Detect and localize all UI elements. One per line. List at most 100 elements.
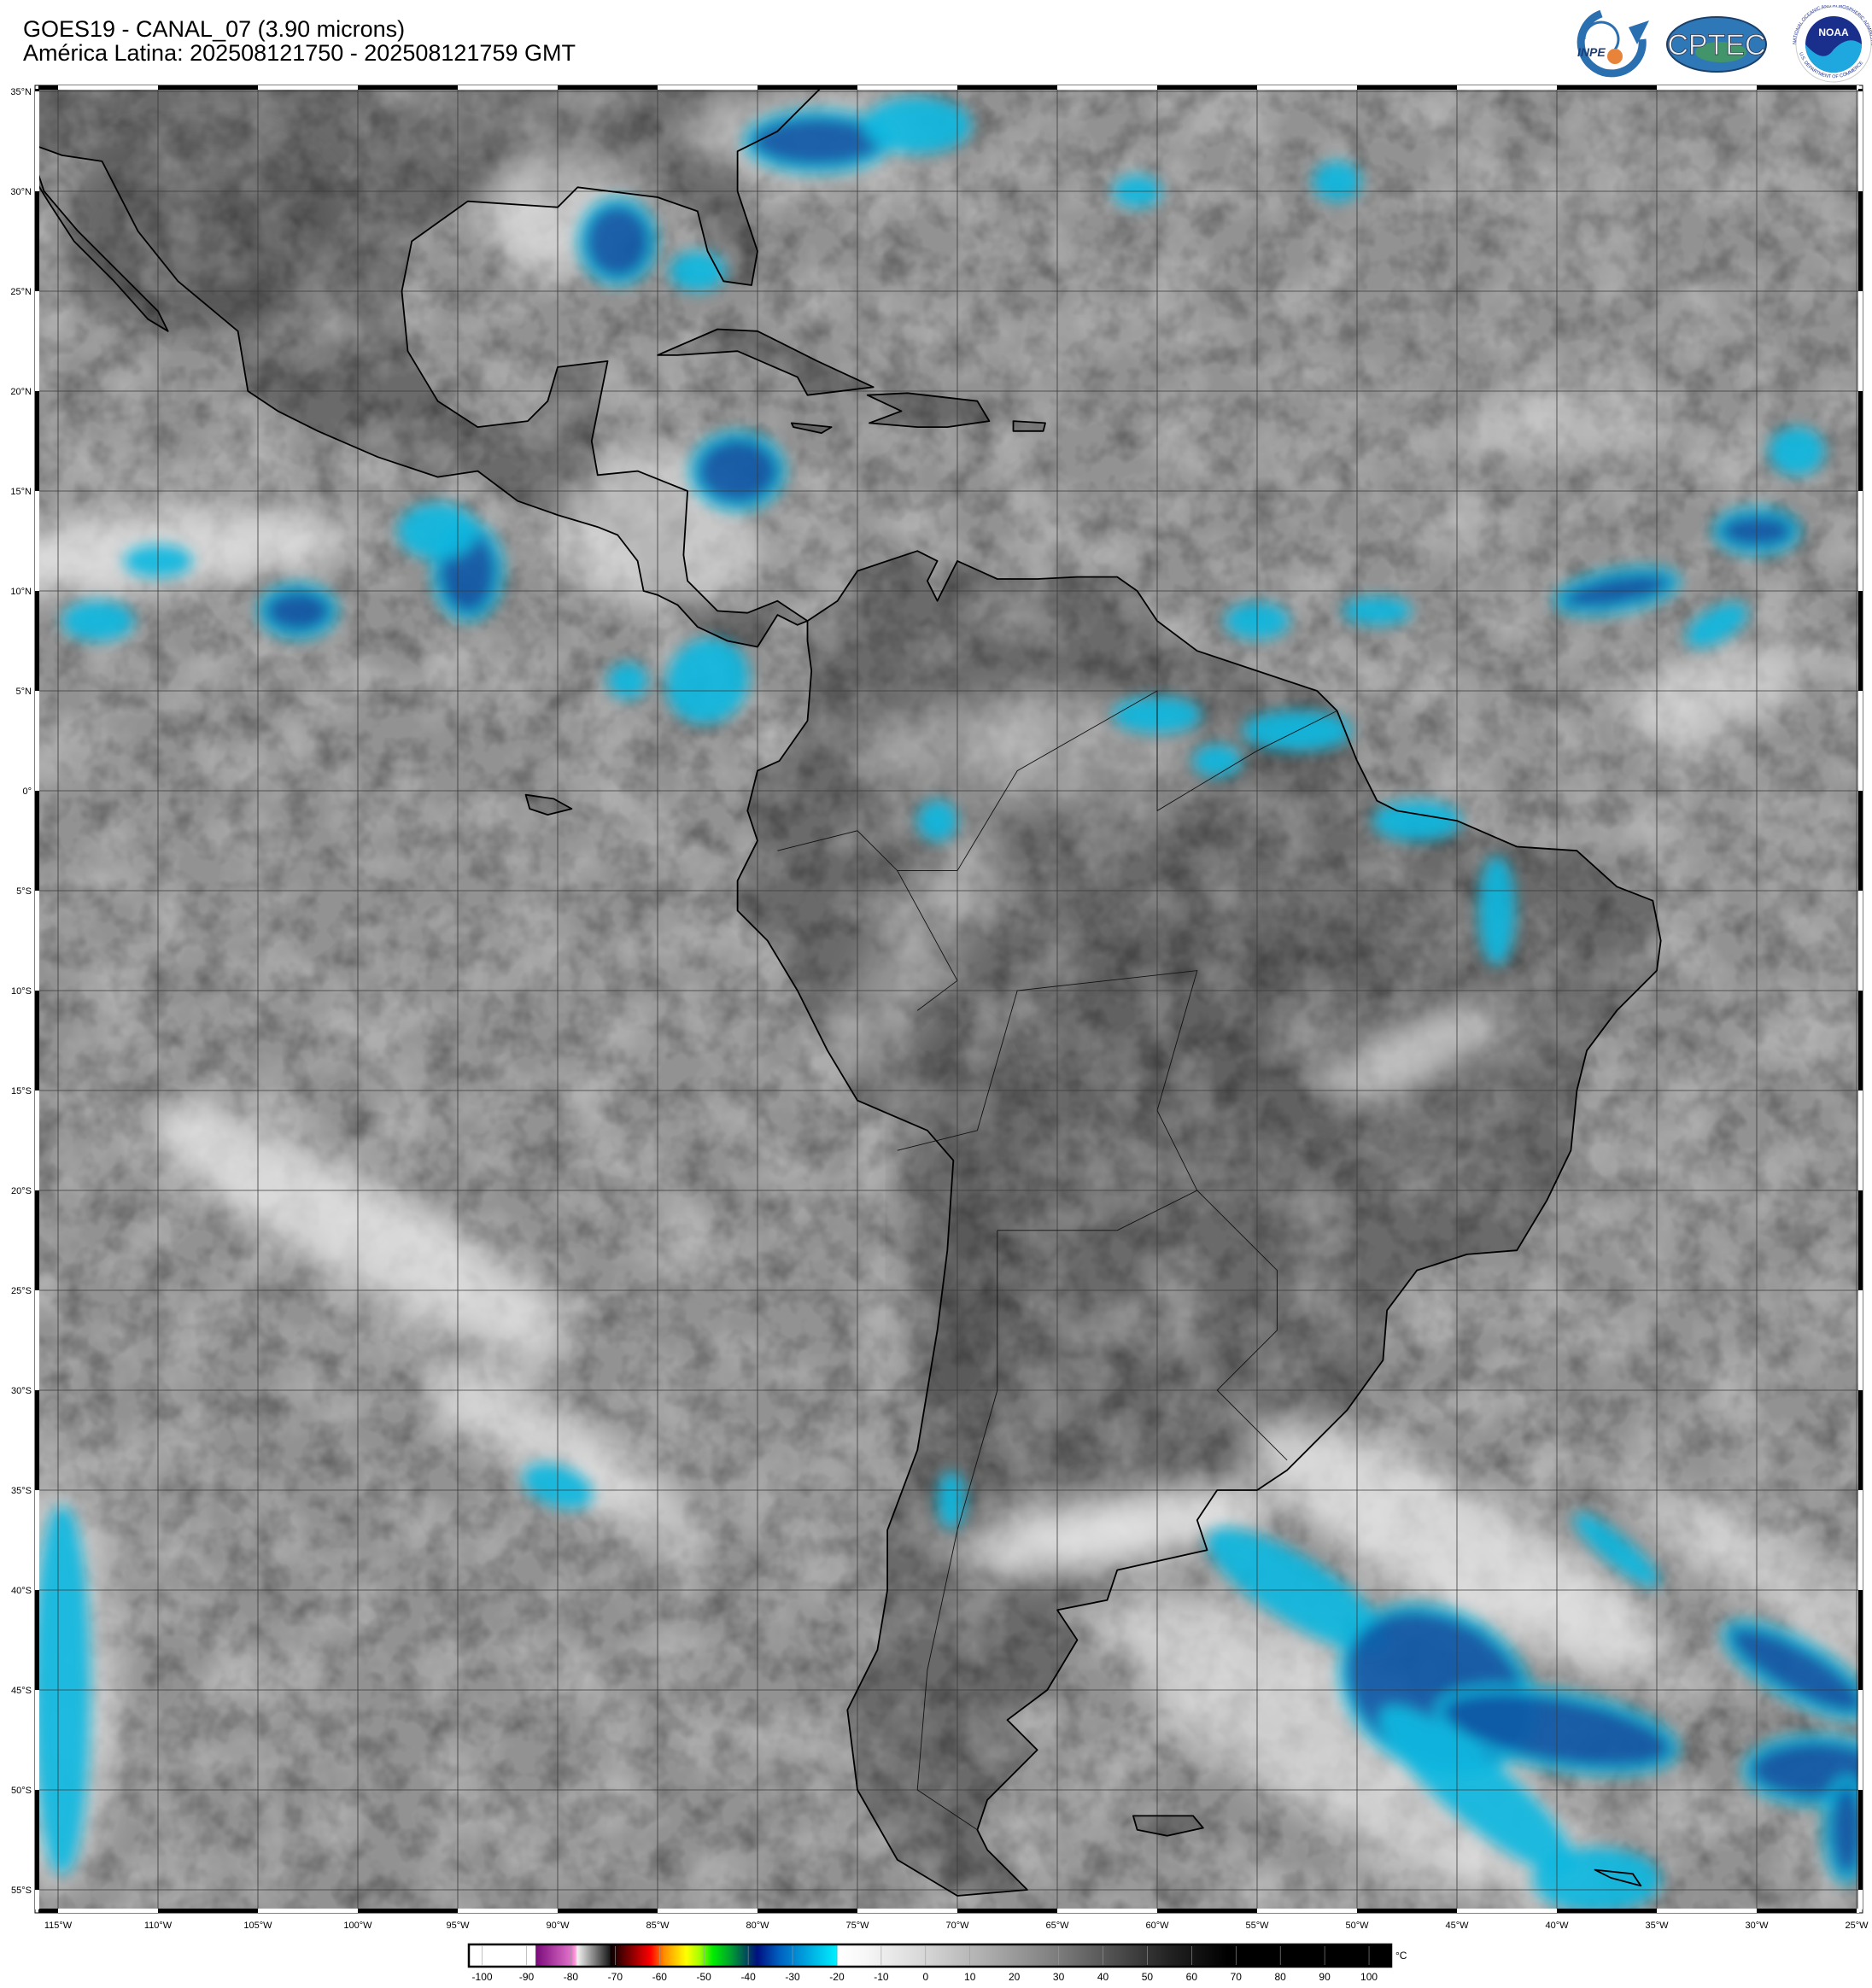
frame-segment: [1757, 1909, 1857, 1913]
cold-cloud: [863, 96, 972, 154]
colorbar-tick-label: 50: [1142, 1971, 1154, 1983]
frame-segment: [458, 1909, 558, 1913]
colorbar-tick-label: 20: [1009, 1971, 1021, 1983]
hispaniola-coastline: [866, 392, 991, 429]
frame-segment: [1858, 791, 1863, 891]
latitude-label: 25°N: [10, 287, 32, 297]
longitude-label: 105°W: [243, 1921, 272, 1931]
longitude-label: 80°W: [746, 1921, 769, 1931]
south-georgia-coastline: [1594, 1868, 1642, 1887]
falkland-islands-coastline: [1132, 1815, 1204, 1837]
colorbar-tick-label: -20: [829, 1971, 845, 1983]
latitude-label: 45°S: [11, 1686, 32, 1696]
latitude-label: 30°S: [11, 1386, 32, 1396]
colorbar: -100 -90 -80 -70 -60 -50 -40 -30 -20 -10 0 10 20 30 40…: [467, 1943, 1407, 1983]
cptec-logo: CPTEC: [1666, 16, 1767, 73]
frame-segment: [35, 1090, 39, 1190]
frame-segment: [1858, 1690, 1863, 1790]
frame-segment: [1457, 85, 1557, 90]
frame-segment: [1858, 1590, 1863, 1690]
frame-segment: [1157, 85, 1257, 90]
frame-segment: [1357, 1909, 1457, 1913]
north-central-america-coastline: [38, 89, 822, 648]
frame-segment: [35, 291, 39, 391]
frame-segment: [258, 1909, 358, 1913]
colorbar-gradient: [467, 1943, 1393, 1968]
frame-segment: [35, 891, 39, 991]
cold-cloud: [669, 250, 726, 292]
frame-segment: [1557, 85, 1657, 90]
latitude-label: 30°N: [10, 187, 32, 197]
frame-segment: [1057, 1909, 1157, 1913]
latitude-label: 35°N: [10, 87, 32, 97]
latitude-label: 5°N: [16, 687, 32, 697]
longitude-label: 35°W: [1645, 1921, 1669, 1931]
frame-segment: [1858, 1490, 1863, 1590]
frame-segment: [1858, 1890, 1863, 1909]
colorbar-tick-label: 80: [1275, 1971, 1287, 1983]
longitude-label: 40°W: [1545, 1921, 1569, 1931]
frame-segment: [38, 85, 58, 90]
latitude-label: 10°N: [10, 587, 32, 597]
frame-segment: [658, 85, 758, 90]
warm-cloud: [1325, 1000, 1509, 1101]
colorbar-tick-label: -30: [785, 1971, 800, 1983]
frame-segment: [1858, 89, 1863, 91]
frame-segment: [758, 1909, 857, 1913]
frame-segment: [1858, 491, 1863, 591]
frame-segment: [458, 85, 558, 90]
cold-cloud: [1372, 800, 1461, 841]
very-cold-cloud: [689, 430, 787, 512]
colorbar-tick-label: 10: [964, 1971, 976, 1983]
south-america-coastline: [736, 550, 1662, 1897]
cold-cloud: [1313, 161, 1361, 202]
noaa-text: NOAA: [1818, 26, 1849, 38]
frame-segment: [1057, 85, 1157, 90]
colorbar-tick-label: 60: [1186, 1971, 1198, 1983]
jamaica-coastline: [790, 422, 833, 435]
very-cold-cloud: [257, 582, 338, 640]
frame-segment: [558, 85, 658, 90]
frame-segment: [957, 85, 1057, 90]
frame-segment: [1657, 1909, 1757, 1913]
longitude-label: 25°W: [1845, 1921, 1869, 1931]
longitude-label: 65°W: [1045, 1921, 1069, 1931]
frame-segment: [758, 85, 857, 90]
frame-segment: [857, 1909, 957, 1913]
frame-segment: [35, 791, 39, 891]
cold-cloud: [937, 1471, 966, 1529]
longitude-label: 50°W: [1345, 1921, 1369, 1931]
longitude-label: 85°W: [646, 1921, 670, 1931]
longitude-label: 90°W: [546, 1921, 570, 1931]
frame-segment: [35, 991, 39, 1090]
colorbar-tick-label: 90: [1319, 1971, 1331, 1983]
cold-cloud: [1192, 744, 1242, 777]
frame-segment: [1858, 1190, 1863, 1290]
colorbar-tick-label: -100: [472, 1971, 493, 1983]
cold-cloud: [1478, 856, 1516, 965]
frame-segment: [1858, 1090, 1863, 1190]
frame-segment: [35, 1390, 39, 1490]
longitude-label: 60°W: [1145, 1921, 1169, 1931]
colorbar-tick-label: -90: [519, 1971, 535, 1983]
frame-segment: [1257, 85, 1357, 90]
colorbar-tick-label: 30: [1053, 1971, 1065, 1983]
frame-segment: [1157, 1909, 1257, 1913]
frame-segment: [58, 1909, 158, 1913]
coastlines: [38, 89, 1662, 1897]
frame-segment: [35, 1290, 39, 1390]
longitude-label: 70°W: [945, 1921, 969, 1931]
frame-segment: [35, 591, 39, 691]
colorbar-tick-label: 40: [1097, 1971, 1109, 1983]
frame-segment: [1858, 1290, 1863, 1390]
baja-california-coastline: [38, 172, 169, 332]
frame-segment: [35, 1490, 39, 1590]
frame-segment: [35, 691, 39, 791]
puerto-rico-coastline: [1012, 420, 1046, 432]
warm-cloud: [959, 1485, 1275, 1576]
frame-segment: [35, 1590, 39, 1690]
frame-segment: [1757, 85, 1857, 90]
latitude-label: 15°S: [11, 1086, 32, 1096]
frame-segment: [35, 1690, 39, 1790]
